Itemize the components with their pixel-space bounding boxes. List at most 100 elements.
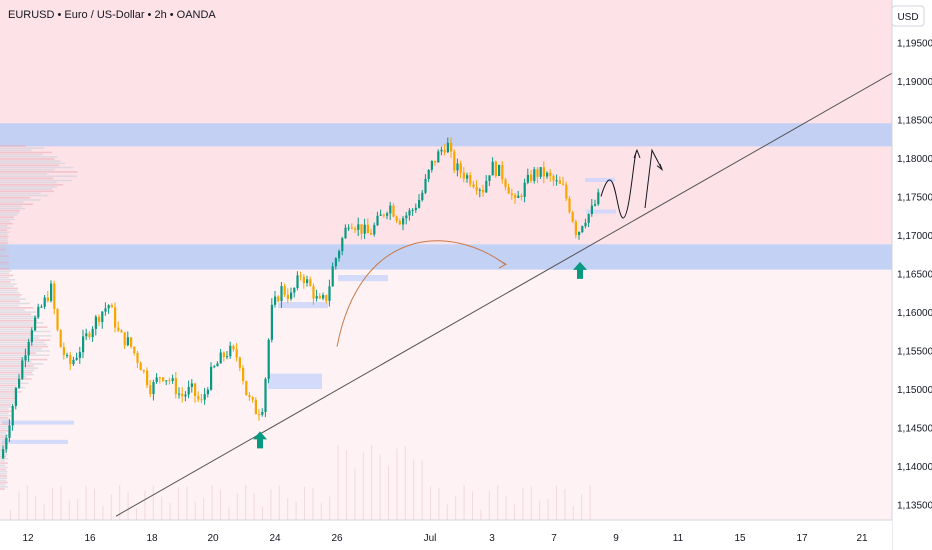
time-axis-panel[interactable] bbox=[0, 520, 892, 550]
candle-body bbox=[46, 297, 49, 301]
volume-bar bbox=[186, 486, 188, 520]
y-tick-label: 1,14000 bbox=[897, 462, 932, 473]
candle-body bbox=[571, 212, 574, 222]
candle-body bbox=[133, 346, 136, 353]
volume-profile-bar bbox=[0, 388, 18, 391]
y-tick-label: 1,16500 bbox=[897, 269, 932, 280]
candle-body bbox=[405, 215, 408, 219]
volume-profile-bar bbox=[0, 417, 9, 419]
premium-zone bbox=[0, 0, 892, 245]
candle-body bbox=[539, 167, 542, 177]
volume-profile-bar bbox=[0, 339, 51, 341]
volume-profile-bar bbox=[0, 343, 47, 346]
curved-projection-arrow[interactable] bbox=[336, 240, 506, 347]
resistance-zone[interactable] bbox=[0, 123, 892, 147]
candle-body bbox=[53, 283, 56, 310]
up-arrow-icon[interactable] bbox=[573, 261, 587, 279]
trendline[interactable] bbox=[115, 72, 893, 517]
volume-profile-bar bbox=[0, 192, 41, 195]
volume-profile-bar bbox=[0, 296, 20, 298]
volume-profile-bar bbox=[0, 326, 48, 329]
volume-profile-bar bbox=[0, 184, 64, 186]
volume-profile-bar bbox=[0, 261, 9, 264]
volume-bar bbox=[304, 486, 305, 520]
candle-body bbox=[517, 195, 520, 198]
candle-body bbox=[581, 226, 584, 233]
candle-body bbox=[104, 308, 107, 312]
y-tick-label: 1,15000 bbox=[897, 385, 932, 396]
x-tick-label: 26 bbox=[331, 533, 343, 544]
candle-body bbox=[24, 355, 27, 361]
volume-bar bbox=[194, 501, 196, 520]
volume-profile-bar bbox=[0, 270, 12, 272]
candle-body bbox=[347, 227, 350, 229]
volume-profile-bar bbox=[0, 470, 8, 473]
zigzag-projection[interactable] bbox=[600, 149, 638, 219]
volume-profile-bar bbox=[0, 175, 78, 178]
candle-body bbox=[437, 151, 440, 163]
volume-bar bbox=[379, 454, 381, 520]
volume-profile-bar bbox=[0, 233, 8, 236]
candle-body bbox=[392, 205, 395, 217]
volume-profile-bar bbox=[0, 460, 6, 462]
candle-body bbox=[421, 192, 424, 201]
candle-body bbox=[222, 352, 225, 358]
volume-profile-bar bbox=[0, 205, 23, 208]
candle-body bbox=[286, 294, 289, 299]
candle-body bbox=[450, 142, 453, 152]
candle-body bbox=[418, 200, 421, 208]
candle-body bbox=[30, 330, 33, 342]
volume-profile-bar bbox=[0, 272, 10, 275]
candle-body bbox=[462, 172, 465, 179]
candle-body bbox=[130, 337, 133, 347]
candle-body bbox=[139, 362, 142, 371]
volume-profile-bar bbox=[0, 442, 9, 445]
volume-profile-bar bbox=[0, 335, 52, 337]
projection-arrowhead bbox=[656, 163, 664, 171]
up-arrow-icon[interactable] bbox=[253, 431, 267, 449]
candle-body bbox=[456, 163, 459, 171]
volume-profile-bar bbox=[0, 358, 48, 361]
volume-profile-bar bbox=[0, 360, 32, 363]
volume-profile-bar bbox=[0, 311, 36, 313]
candle-body bbox=[146, 370, 149, 386]
candle-body bbox=[357, 224, 360, 230]
candle-body bbox=[194, 383, 197, 397]
volume-profile-bar bbox=[0, 352, 37, 354]
candle-body bbox=[530, 174, 533, 181]
curved-arrow-head bbox=[497, 259, 508, 269]
currency-badge[interactable]: USD bbox=[897, 12, 918, 23]
volume-profile-bar bbox=[0, 266, 10, 268]
candle-body bbox=[162, 377, 165, 381]
volume-bar bbox=[463, 485, 465, 520]
volume-profile-bar bbox=[0, 242, 9, 244]
candle-body bbox=[152, 382, 155, 395]
volume-bar bbox=[228, 507, 230, 520]
candle-body bbox=[507, 187, 510, 194]
volume-profile-bar bbox=[0, 477, 8, 479]
price-axis-panel[interactable] bbox=[892, 0, 932, 550]
currency-badge-box[interactable] bbox=[891, 5, 925, 27]
volume-profile-bar bbox=[0, 406, 15, 408]
volume-bar bbox=[539, 500, 541, 520]
volume-profile-bar bbox=[0, 345, 49, 348]
x-tick-label: 9 bbox=[613, 533, 619, 544]
volume-bar bbox=[421, 460, 423, 520]
volume-profile-bar bbox=[0, 302, 30, 305]
volume-bar bbox=[278, 485, 280, 520]
candle-body bbox=[11, 405, 14, 426]
candle-body bbox=[382, 214, 385, 216]
x-tick-label: Jul bbox=[424, 533, 437, 544]
candle-body bbox=[206, 389, 209, 395]
support-zone[interactable] bbox=[0, 244, 892, 270]
volume-bar bbox=[136, 508, 137, 520]
volume-profile-bar bbox=[0, 462, 9, 464]
x-tick-label: 24 bbox=[269, 533, 281, 544]
candle-body bbox=[315, 296, 318, 299]
candle-body bbox=[232, 345, 235, 350]
candle-body bbox=[469, 175, 472, 185]
candle-body bbox=[190, 383, 193, 387]
candle-body bbox=[158, 377, 161, 379]
candle-body bbox=[200, 399, 203, 401]
